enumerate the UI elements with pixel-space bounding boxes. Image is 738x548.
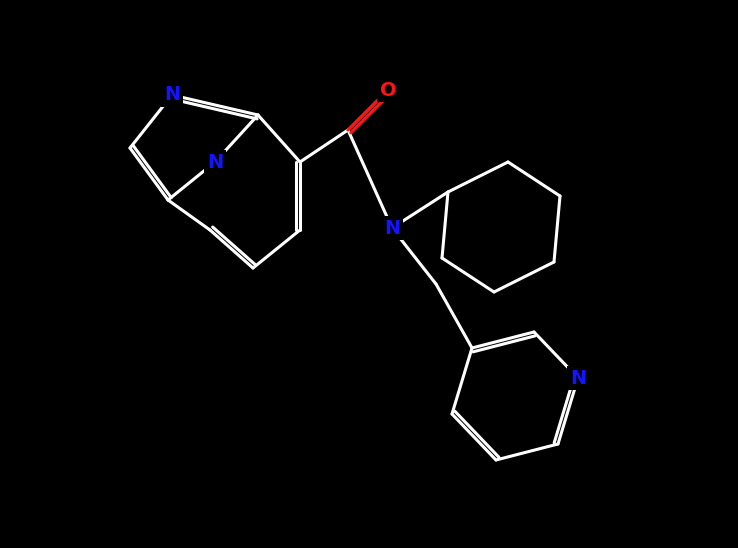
Text: N: N (164, 85, 180, 105)
Text: N: N (384, 219, 400, 237)
Text: N: N (570, 368, 586, 387)
Text: N: N (207, 152, 223, 172)
Text: O: O (379, 81, 396, 100)
